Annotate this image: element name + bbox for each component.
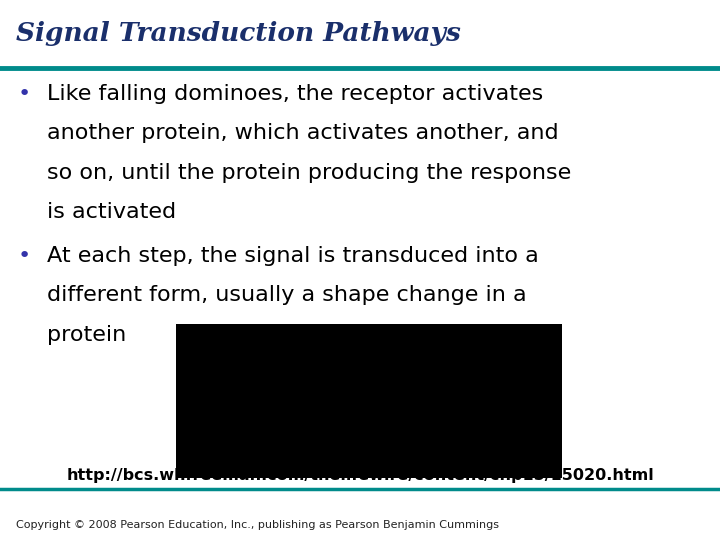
Text: Like falling dominoes, the receptor activates: Like falling dominoes, the receptor acti… (47, 84, 543, 104)
Text: is activated: is activated (47, 202, 176, 222)
Text: Signal Transduction Pathways: Signal Transduction Pathways (16, 21, 461, 45)
Text: http://bcs.whfreeman.com/thelifewire/content/chp15/15020.html: http://bcs.whfreeman.com/thelifewire/con… (66, 468, 654, 483)
Text: another protein, which activates another, and: another protein, which activates another… (47, 123, 559, 143)
Text: protein: protein (47, 325, 126, 345)
Bar (176, 324, 562, 478)
Text: so on, until the protein producing the response: so on, until the protein producing the r… (47, 163, 571, 183)
Text: different form, usually a shape change in a: different form, usually a shape change i… (47, 285, 526, 305)
Text: Copyright © 2008 Pearson Education, Inc., publishing as Pearson Benjamin Cumming: Copyright © 2008 Pearson Education, Inc.… (16, 520, 499, 530)
Text: •: • (18, 84, 31, 104)
Text: At each step, the signal is transduced into a: At each step, the signal is transduced i… (47, 246, 539, 266)
Text: •: • (18, 246, 31, 266)
